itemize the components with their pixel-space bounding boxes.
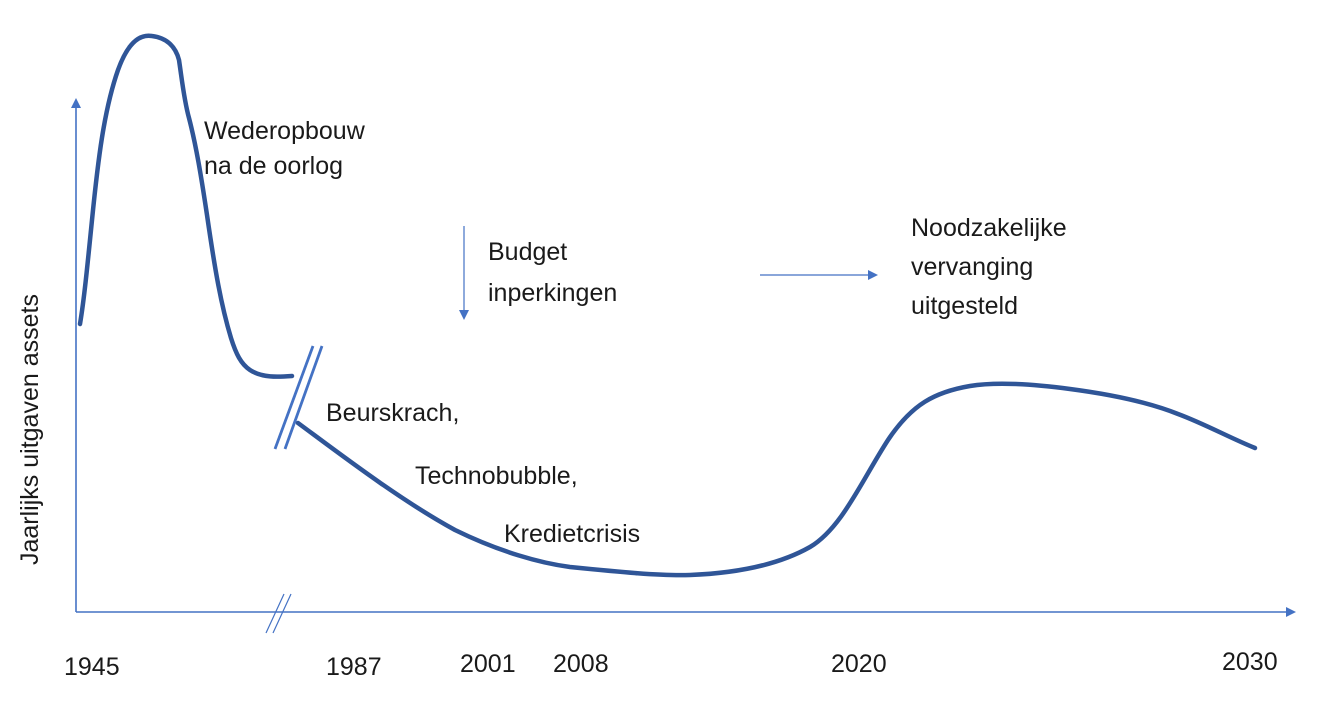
curve-segment-early <box>77 33 295 379</box>
x-axis-break-mark <box>265 593 292 634</box>
curve-segment-late <box>295 381 1258 578</box>
x-tick-label: 1987 <box>326 653 382 681</box>
annotation-budget: Budget inperkingen <box>488 238 617 307</box>
annotation-reconstruction: Wederopbouw na de oorlog <box>204 117 372 180</box>
x-tick-label: 2030 <box>1222 648 1278 676</box>
y-axis-label: Jaarlijks uitgaven assets <box>16 294 44 565</box>
x-tick-label: 2008 <box>553 650 609 678</box>
x-tick-label: 2020 <box>831 650 887 678</box>
annotation-crisis-2: Technobubble, <box>415 462 578 490</box>
curve-break-mark <box>273 345 324 450</box>
x-tick-label: 1945 <box>64 653 120 681</box>
annotation-crisis-1: Beurskrach, <box>326 399 459 427</box>
annotation-replacement: Noodzakelijke vervanging uitgesteld <box>911 214 1074 320</box>
x-tick-label: 2001 <box>460 650 516 678</box>
annotation-crisis-3: Kredietcrisis <box>504 520 640 548</box>
